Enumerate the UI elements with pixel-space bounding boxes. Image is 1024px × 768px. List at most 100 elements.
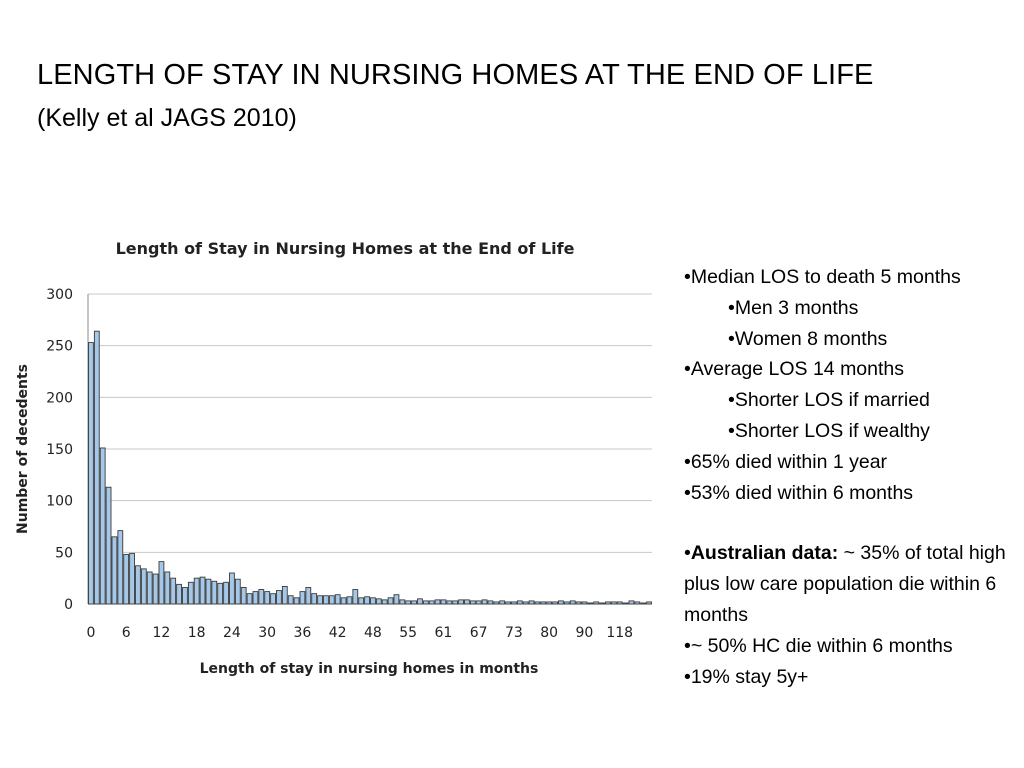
chart-title: Length of Stay in Nursing Homes at the E… <box>116 239 575 258</box>
histogram-bar <box>370 597 376 605</box>
bullet-died-1-year: •65% died within 1 year <box>684 450 888 473</box>
histogram-bar <box>258 589 265 605</box>
histogram-bar <box>281 585 288 605</box>
bullet-australian-data: •Australian data: ~ 35% of total high pl… <box>684 538 1019 630</box>
histogram-bar <box>375 598 382 605</box>
bullet-hc-died: •~ 50% HC die within 6 months <box>684 634 953 657</box>
y-tick-label: 100 <box>46 494 73 510</box>
histogram-bar <box>182 587 188 605</box>
histogram-bar <box>117 530 124 605</box>
histogram-bar <box>199 576 206 605</box>
histogram-bar <box>158 561 165 605</box>
histogram-bar <box>140 568 147 605</box>
histogram-bar <box>481 599 488 605</box>
histogram-bar <box>411 600 417 605</box>
histogram-bar <box>334 594 341 605</box>
x-tick-label: 90 <box>576 625 594 641</box>
y-axis-label: Number of decedents <box>15 364 31 534</box>
histogram-bar <box>563 601 570 605</box>
histogram-bar <box>240 587 247 605</box>
histogram-bar <box>475 600 482 605</box>
x-tick-label: 24 <box>223 625 241 641</box>
x-tick-label: 80 <box>540 625 558 641</box>
histogram-bar <box>446 600 453 605</box>
bullet-list: •Median LOS to death 5 months •Men 3 mon… <box>684 262 1019 692</box>
australian-data-text: ~ 35% of total high plus low care popula… <box>684 542 1006 626</box>
histogram-bar <box>223 581 229 605</box>
histogram-bar <box>540 601 547 605</box>
bullet-women: •Women 8 months <box>728 327 888 350</box>
histogram-bar <box>616 601 623 605</box>
histogram-bar <box>88 342 94 605</box>
x-tick-label: 12 <box>153 625 171 641</box>
histogram-bar <box>469 600 476 605</box>
histogram-bar <box>323 595 329 605</box>
histogram-bar <box>246 593 253 605</box>
bullet-marker: • <box>684 542 691 565</box>
bullet-median-los: •Median LOS to death 5 months <box>684 266 961 288</box>
histogram-bar <box>458 599 464 605</box>
histogram-bar <box>417 598 423 605</box>
histogram-bar <box>193 577 200 605</box>
histogram-bar <box>558 600 564 605</box>
bullet-men: •Men 3 months <box>728 296 859 319</box>
histogram-bar <box>399 599 406 605</box>
y-tick-label: 0 <box>64 597 73 613</box>
slide-subtitle: (Kelly et al JAGS 2010) <box>37 104 297 132</box>
histogram-bar <box>152 573 159 605</box>
histogram-bar <box>487 600 494 605</box>
bullet-wealthy: •Shorter LOS if wealthy <box>728 419 930 442</box>
histogram-bar <box>528 600 535 605</box>
histogram-bar <box>129 552 135 605</box>
histogram-chart: Length of Stay in Nursing Homes at the E… <box>15 239 652 677</box>
histogram-bar <box>105 486 112 605</box>
histogram-bar <box>587 602 594 605</box>
histogram-bar <box>522 601 529 605</box>
histogram-bar <box>176 583 182 605</box>
histogram-bar <box>493 601 500 605</box>
histogram-bar <box>311 593 318 605</box>
bullet-spacer <box>684 508 1019 538</box>
x-tick-label: 6 <box>122 625 131 641</box>
x-tick-label: 55 <box>399 625 417 641</box>
histogram-bar <box>328 595 335 605</box>
histogram-bar <box>358 597 365 605</box>
histogram-bar <box>123 553 130 605</box>
histogram-bar <box>422 600 429 605</box>
histogram-bar <box>428 600 435 605</box>
x-tick-label: 73 <box>505 625 523 641</box>
histogram-bar <box>640 602 647 605</box>
bullet-average-los: •Average LOS 14 months <box>684 358 905 381</box>
histogram-bar <box>234 578 241 605</box>
histogram-bar <box>569 600 576 605</box>
histogram-bar <box>534 601 541 605</box>
histogram-bar <box>346 596 353 605</box>
histogram-bar <box>381 599 388 605</box>
histogram-bar <box>622 602 629 605</box>
histogram-bar <box>464 599 470 605</box>
histogram-bar <box>440 599 447 605</box>
histogram-bar <box>581 601 588 605</box>
histogram-bar <box>170 577 177 605</box>
histogram-bar <box>211 580 218 605</box>
x-tick-label: 118 <box>606 625 633 641</box>
bullet-married: •Shorter LOS if married <box>728 389 930 412</box>
histogram-bar <box>187 581 194 605</box>
histogram-bar <box>610 601 617 605</box>
histogram-bar <box>605 601 611 605</box>
x-axis-label: Length of stay in nursing homes in month… <box>200 661 539 677</box>
histogram-bar <box>593 601 600 605</box>
australian-data-label: Australian data: <box>690 542 839 565</box>
histogram-bar <box>99 447 106 605</box>
histogram-bar <box>93 330 100 605</box>
x-tick-label: 67 <box>470 625 488 641</box>
histogram-bar <box>352 589 359 605</box>
histogram-bar <box>393 594 400 605</box>
histogram-bar <box>634 601 641 605</box>
histogram-bar <box>299 591 306 605</box>
histogram-bar <box>516 600 523 605</box>
histogram-bar <box>293 597 300 605</box>
histogram-bar <box>217 582 224 605</box>
x-tick-label: 36 <box>294 625 312 641</box>
histogram-bar <box>434 599 441 605</box>
